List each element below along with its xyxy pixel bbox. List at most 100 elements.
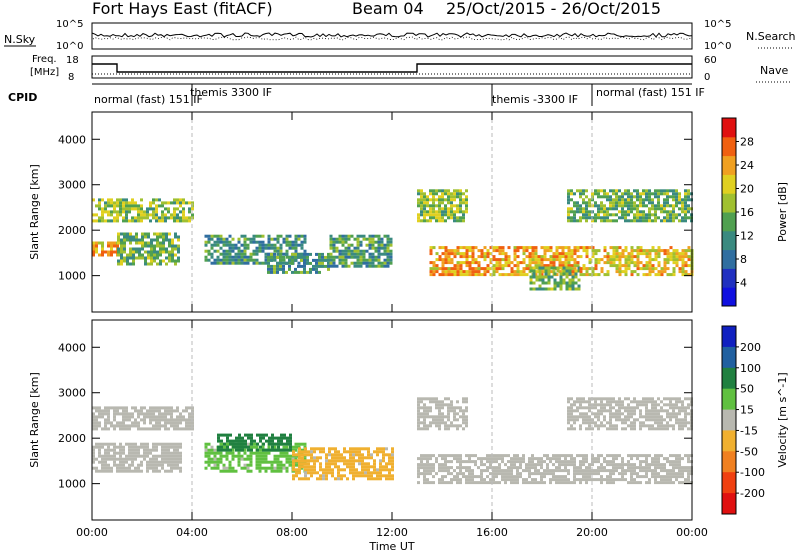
- echo-cell: [161, 466, 164, 470]
- echo-cell: [104, 406, 107, 410]
- echo-cell: [361, 459, 364, 463]
- echo-cell: [150, 262, 153, 266]
- echo-cell: [588, 418, 591, 422]
- echo-cell: [669, 454, 672, 458]
- echo-cell: [462, 472, 465, 476]
- echo-cell: [468, 457, 471, 461]
- echo-cell: [149, 418, 152, 422]
- echo-cell: [579, 463, 582, 467]
- echo-cell: [164, 469, 167, 473]
- echo-cell: [249, 451, 253, 455]
- echo-cell: [567, 412, 570, 416]
- echo-cell: [633, 216, 636, 220]
- echo-cell: [474, 258, 478, 262]
- nsearch-tick-high: 10^5: [704, 19, 731, 30]
- echo-cell: [176, 421, 179, 425]
- echo-cell: [612, 427, 615, 431]
- echo-cell: [152, 445, 155, 449]
- echo-cell: [267, 460, 271, 464]
- echo-cell: [537, 472, 540, 476]
- echo-cell: [125, 418, 128, 422]
- echo-cell: [453, 273, 457, 277]
- echo-cell: [283, 442, 286, 446]
- echo-cell: [261, 445, 265, 449]
- echo-cell: [681, 406, 684, 410]
- echo-cell: [359, 255, 363, 259]
- echo-cell: [228, 463, 232, 467]
- echo-cell: [298, 456, 301, 460]
- echo-cell: [267, 234, 271, 238]
- echo-cell: [152, 466, 155, 470]
- echo-cell: [444, 481, 447, 485]
- echo-cell: [654, 409, 657, 413]
- echo-cell: [379, 462, 382, 466]
- echo-cell: [138, 253, 141, 257]
- echo-cell: [570, 198, 573, 202]
- echo-cell: [237, 454, 241, 458]
- echo-cell: [585, 270, 589, 274]
- echo-cell: [261, 451, 265, 455]
- echo-cell: [681, 219, 684, 223]
- echo-cell: [447, 481, 450, 485]
- echo-cell: [429, 261, 433, 265]
- echo-cell: [152, 448, 155, 452]
- echo-cell: [681, 400, 684, 404]
- echo-cell: [292, 453, 295, 457]
- echo-cell: [429, 189, 432, 193]
- echo-cell: [565, 287, 569, 291]
- echo-cell: [341, 237, 345, 241]
- echo-cell: [213, 261, 217, 265]
- echo-cell: [489, 478, 492, 482]
- echo-cell: [447, 267, 451, 271]
- echo-cell: [423, 457, 426, 461]
- echo-cell: [547, 278, 551, 282]
- echo-cell: [303, 442, 307, 446]
- echo-cell: [101, 247, 104, 251]
- echo-cell: [128, 463, 131, 467]
- echo-cell: [528, 246, 532, 250]
- echo-cell: [319, 447, 322, 451]
- echo-cell: [571, 275, 575, 279]
- echo-cell: [294, 249, 298, 253]
- echo-cell: [561, 264, 565, 268]
- echo-cell: [243, 255, 247, 259]
- echo-cell: [633, 409, 636, 413]
- echo-cell: [122, 207, 125, 211]
- echo-cell: [374, 246, 378, 250]
- echo-cell: [537, 457, 540, 461]
- echo-cell: [213, 451, 217, 455]
- echo-cell: [158, 198, 161, 202]
- echo-cell: [642, 273, 646, 277]
- echo-cell: [645, 472, 648, 476]
- echo-cell: [675, 264, 679, 268]
- echo-cell: [325, 453, 328, 457]
- echo-cell: [417, 219, 420, 223]
- echo-cell: [264, 469, 268, 473]
- echo-cell: [294, 252, 297, 256]
- echo-cell: [600, 397, 603, 401]
- nsearch-label: N.Search: [746, 30, 796, 43]
- echo-cell: [156, 235, 159, 239]
- echo-cell: [612, 478, 615, 482]
- echo-cell: [261, 261, 265, 265]
- echo-cell: [267, 451, 271, 455]
- echo-cell: [444, 189, 447, 193]
- echo-cell: [159, 259, 162, 263]
- echo-cell: [678, 400, 681, 404]
- echo-cell: [648, 252, 652, 256]
- echo-cell: [579, 210, 582, 214]
- echo-cell: [247, 436, 250, 440]
- echo-cell: [276, 237, 280, 241]
- echo-cell: [210, 255, 214, 259]
- echo-cell: [158, 216, 161, 220]
- echo-cell: [645, 249, 649, 253]
- echo-cell: [228, 234, 232, 238]
- echo-cell: [591, 421, 594, 425]
- echo-cell: [474, 273, 478, 277]
- echo-cell: [669, 478, 672, 482]
- echo-cell: [131, 406, 134, 410]
- echo-cell: [441, 400, 444, 404]
- echo-cell: [609, 246, 613, 250]
- echo-cell: [441, 403, 444, 407]
- echo-cell: [231, 258, 235, 262]
